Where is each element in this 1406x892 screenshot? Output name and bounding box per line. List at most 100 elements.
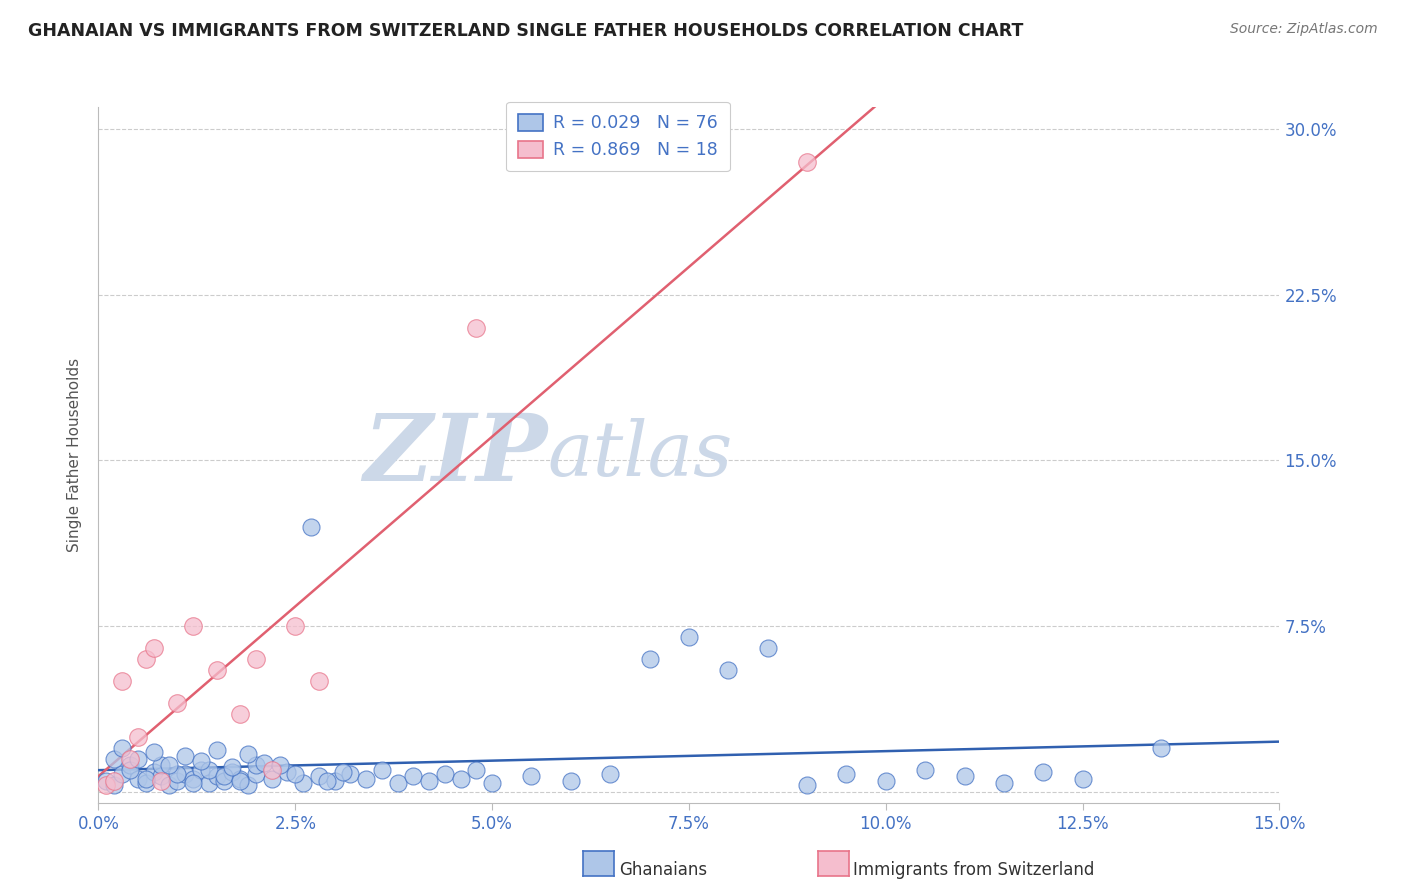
Point [205,743,228,757]
Point [260,772,283,786]
Point [135,772,157,786]
Point [308,674,330,689]
Text: GHANAIAN VS IMMIGRANTS FROM SWITZERLAND SINGLE FATHER HOUSEHOLDS CORRELATION CHA: GHANAIAN VS IMMIGRANTS FROM SWITZERLAND … [28,22,1024,40]
Point [157,778,180,792]
Point [1071,772,1094,786]
Point [96,778,118,792]
Point [221,760,243,774]
Point [402,769,425,783]
Point [465,321,488,335]
Point [371,763,394,777]
Point [127,751,149,765]
Point [638,652,661,666]
Point [142,745,165,759]
Point [433,767,456,781]
Text: Ghanaians: Ghanaians [619,861,707,879]
Point [387,776,409,790]
Point [118,763,141,777]
Point [205,769,228,783]
Point [205,663,228,677]
Point [214,773,236,788]
Point [292,776,315,790]
Point [111,674,134,689]
Point [796,155,818,169]
Point [190,754,212,768]
Point [229,773,252,788]
Point [103,778,125,792]
Point [993,776,1015,790]
Point [150,758,173,772]
Point [756,641,779,656]
Text: Immigrants from Switzerland: Immigrants from Switzerland [853,861,1095,879]
Point [166,697,188,711]
Point [276,764,298,779]
Legend: R = 0.029   N = 76, R = 0.869   N = 18: R = 0.029 N = 76, R = 0.869 N = 18 [506,102,730,171]
Point [174,767,197,781]
Point [229,772,252,786]
Point [260,763,283,777]
Point [150,773,173,788]
Point [166,773,188,788]
Point [332,764,354,779]
Y-axis label: Single Father Households: Single Father Households [67,358,83,552]
Point [221,764,243,779]
Point [796,778,818,792]
Point [103,773,125,788]
Point [560,773,582,788]
Point [197,763,219,777]
Point [181,776,204,790]
Point [111,740,134,755]
Point [315,773,337,788]
Point [190,763,212,777]
Point [450,772,472,786]
Point [150,769,173,783]
Point [142,764,165,779]
Point [418,773,440,788]
Point [236,747,259,762]
Point [96,773,118,788]
Point [118,758,141,772]
Point [308,769,330,783]
Point [142,641,165,656]
Text: atlas: atlas [547,418,733,491]
Point [520,769,543,783]
Point [245,652,267,666]
Point [914,763,936,777]
Point [465,763,488,777]
Point [1032,764,1054,779]
Point [299,519,322,533]
Point [197,776,219,790]
Point [269,758,291,772]
Point [135,652,157,666]
Point [245,758,267,772]
Point [678,630,700,644]
Point [181,772,204,786]
Point [245,767,267,781]
Point [181,619,204,633]
Point [481,776,503,790]
Point [127,730,149,744]
Point [354,772,377,786]
Point [236,778,259,792]
Point [135,776,157,790]
Point [284,619,307,633]
Point [323,773,346,788]
Point [157,758,180,772]
Point [339,767,361,781]
Point [253,756,276,770]
Point [214,769,236,783]
Point [599,767,621,781]
Point [875,773,897,788]
Point [118,751,141,765]
Point [174,749,197,764]
Point [953,769,976,783]
Text: ZIP: ZIP [363,410,547,500]
Point [1150,740,1173,755]
Point [717,663,740,677]
Point [835,767,858,781]
Point [229,707,252,722]
Point [284,767,307,781]
Point [111,767,134,781]
Point [166,767,188,781]
Point [103,751,125,765]
